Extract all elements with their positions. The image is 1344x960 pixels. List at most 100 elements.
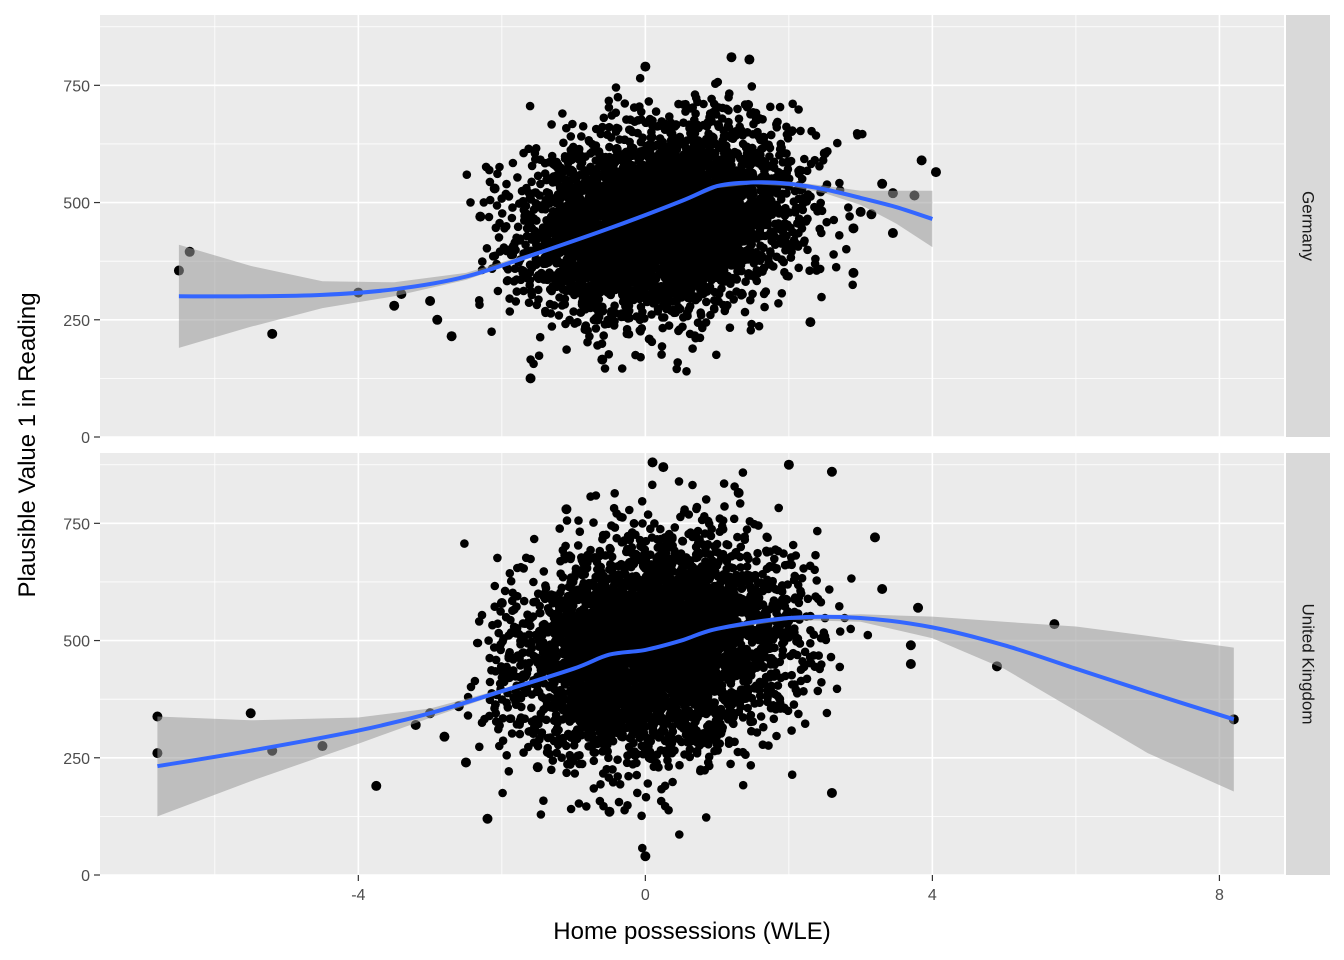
data-point	[626, 186, 635, 195]
data-point	[648, 480, 657, 490]
data-point	[586, 242, 595, 252]
data-point	[709, 304, 719, 313]
data-point-outlier	[855, 206, 866, 217]
data-point	[626, 115, 635, 124]
data-point	[585, 196, 594, 205]
data-point	[594, 147, 604, 156]
data-point	[709, 133, 718, 142]
data-point	[709, 194, 718, 203]
data-point	[561, 319, 570, 329]
data-point	[655, 134, 665, 143]
data-point	[602, 270, 611, 279]
data-point	[558, 206, 568, 215]
data-point	[561, 541, 570, 551]
data-point	[829, 215, 839, 225]
data-point	[580, 179, 589, 188]
data-point	[732, 287, 741, 296]
data-point	[700, 288, 709, 298]
data-point	[802, 197, 811, 206]
data-point	[789, 197, 799, 206]
data-point	[508, 203, 517, 212]
data-point	[714, 297, 723, 306]
data-point	[532, 216, 541, 225]
data-point	[778, 158, 788, 167]
data-point-outlier	[887, 228, 898, 239]
data-point	[656, 291, 666, 301]
data-point	[580, 166, 589, 175]
data-point	[521, 240, 530, 250]
data-point	[600, 320, 610, 329]
data-point	[848, 280, 857, 290]
data-point	[525, 101, 535, 111]
data-point	[647, 232, 656, 241]
data-point	[765, 143, 775, 153]
data-point	[794, 263, 803, 273]
data-point	[639, 182, 649, 191]
data-point	[626, 269, 636, 279]
data-point	[822, 217, 831, 227]
data-point-outlier	[877, 178, 888, 189]
data-point	[562, 123, 571, 133]
data-point	[663, 284, 673, 294]
data-point	[556, 258, 565, 268]
data-point	[725, 323, 735, 333]
data-point	[536, 179, 545, 189]
data-point	[704, 221, 713, 230]
data-point	[621, 157, 630, 166]
data-point	[656, 225, 666, 234]
data-point	[674, 99, 683, 109]
data-point	[688, 248, 697, 258]
data-point	[701, 318, 711, 327]
data-point	[557, 301, 567, 310]
data-point-outlier	[597, 354, 608, 365]
data-point	[657, 342, 667, 351]
data-point	[775, 102, 785, 112]
data-point	[591, 324, 601, 333]
data-point	[756, 194, 765, 203]
data-point	[833, 138, 842, 148]
data-point-outlier	[805, 317, 816, 328]
data-point	[726, 255, 736, 265]
data-point	[529, 205, 539, 214]
data-point-outlier	[425, 296, 436, 307]
data-point	[566, 132, 576, 141]
data-point	[665, 112, 674, 121]
data-point	[707, 213, 716, 223]
facet-panel-1: Germany	[100, 15, 1330, 438]
data-point	[508, 158, 518, 168]
data-point	[611, 127, 621, 136]
data-point	[600, 173, 610, 182]
data-point	[502, 222, 511, 231]
data-point	[744, 271, 753, 280]
data-point	[817, 292, 826, 302]
data-point	[570, 319, 579, 328]
data-point	[786, 242, 796, 251]
data-point	[648, 218, 657, 227]
data-point	[685, 329, 695, 339]
data-point	[504, 192, 514, 201]
data-point	[688, 103, 697, 112]
data-point	[689, 274, 699, 284]
data-point	[703, 117, 713, 127]
data-point	[636, 302, 646, 312]
data-point	[777, 289, 787, 298]
data-point	[624, 262, 634, 272]
data-point	[711, 79, 720, 88]
data-point	[569, 248, 578, 258]
data-point	[558, 168, 567, 178]
data-point	[487, 327, 496, 337]
data-point	[527, 177, 536, 187]
data-point	[618, 290, 627, 300]
data-point	[621, 147, 631, 157]
data-point	[667, 210, 677, 220]
data-point	[513, 222, 523, 232]
data-point	[776, 139, 786, 149]
data-point	[675, 153, 684, 162]
data-point	[800, 154, 809, 164]
data-point	[645, 145, 655, 154]
data-point	[692, 230, 702, 239]
data-point	[478, 257, 487, 266]
data-point	[733, 532, 742, 542]
data-point	[725, 245, 735, 254]
data-point	[547, 322, 557, 331]
